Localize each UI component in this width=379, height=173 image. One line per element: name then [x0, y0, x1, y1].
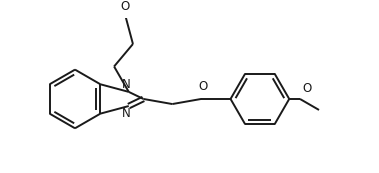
Text: O: O [302, 82, 312, 95]
Text: O: O [121, 0, 130, 13]
Text: O: O [198, 80, 208, 93]
Text: N: N [122, 78, 130, 90]
Text: N: N [122, 107, 130, 120]
